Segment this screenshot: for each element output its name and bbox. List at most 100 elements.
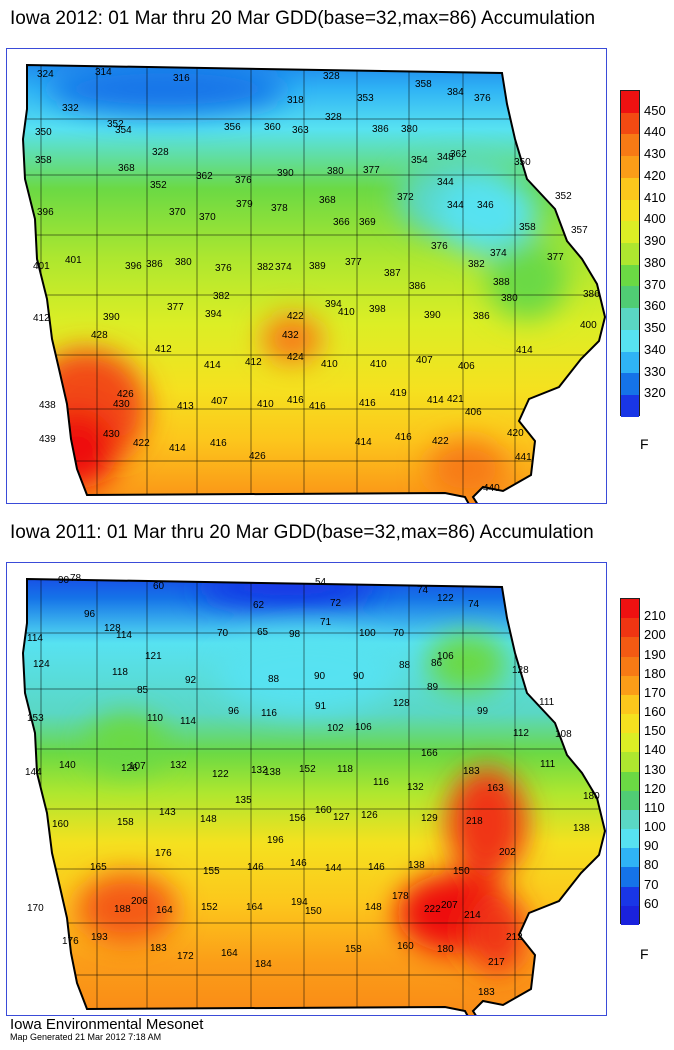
station-gdd-value: 114	[27, 633, 43, 644]
station-gdd-value: 438	[39, 400, 56, 411]
station-gdd-value: 138	[264, 767, 281, 778]
legend-tick-label: 130	[644, 761, 666, 777]
legend-color-band	[621, 221, 639, 244]
station-gdd-value: 356	[224, 122, 241, 133]
station-gdd-value: 372	[397, 192, 414, 203]
station-gdd-value: 358	[35, 155, 52, 166]
legend-color-band	[621, 286, 639, 309]
station-gdd-value: 118	[337, 764, 353, 775]
station-gdd-value: 377	[167, 302, 184, 313]
legend-tick-label: 120	[644, 780, 666, 796]
legend-tick-label: 450	[644, 102, 666, 118]
station-gdd-value: 390	[424, 310, 441, 321]
station-gdd-value: 164	[246, 902, 263, 913]
station-gdd-value: 156	[289, 813, 306, 824]
station-gdd-value: 160	[397, 941, 414, 952]
station-gdd-value: 78	[70, 573, 82, 584]
station-gdd-value: 344	[447, 200, 464, 211]
gdd-contour-region	[47, 65, 287, 114]
legend-tick-label: 420	[644, 167, 666, 183]
station-gdd-value: 353	[357, 93, 374, 104]
station-gdd-value: 416	[287, 395, 304, 406]
station-gdd-value: 386	[409, 281, 426, 292]
legend-color-band	[621, 264, 639, 287]
station-gdd-value: 406	[465, 407, 482, 418]
station-gdd-value: 358	[519, 222, 536, 233]
station-gdd-value: 118	[112, 667, 128, 678]
legend-tick-label: 110	[644, 799, 665, 815]
station-gdd-value: 126	[121, 763, 138, 774]
station-gdd-value: 363	[292, 125, 309, 136]
station-gdd-value: 332	[62, 103, 79, 114]
station-gdd-value: 419	[390, 388, 407, 399]
station-gdd-value: 358	[415, 79, 432, 90]
legend-tick-label: 360	[644, 298, 666, 314]
legend-tick-label: 430	[644, 146, 666, 162]
station-gdd-value: 193	[91, 932, 108, 943]
legend-color-band	[621, 156, 639, 178]
station-gdd-value: 65	[257, 627, 269, 638]
station-gdd-value: 430	[103, 429, 120, 440]
map-title-2012: Iowa 2012: 01 Mar thru 20 Mar GDD(base=3…	[10, 8, 596, 29]
legend-color-band	[621, 694, 639, 715]
legend-color-band	[621, 809, 639, 830]
station-gdd-value: 422	[133, 438, 150, 449]
station-gdd-value: 158	[117, 817, 134, 828]
legend-tick-label: 390	[644, 233, 666, 249]
station-gdd-value: 74	[417, 585, 429, 596]
gdd-contour-region	[217, 633, 397, 713]
station-gdd-value: 368	[118, 163, 135, 174]
station-gdd-value: 164	[221, 948, 238, 959]
station-gdd-value: 314	[95, 67, 112, 78]
station-gdd-value: 328	[152, 147, 169, 158]
station-gdd-value: 114	[116, 630, 132, 641]
station-gdd-value: 410	[257, 399, 274, 410]
station-gdd-value: 74	[468, 599, 480, 610]
legend-tick-label: 80	[644, 857, 659, 873]
station-gdd-value: 183	[478, 987, 495, 998]
station-gdd-value: 390	[103, 312, 120, 323]
station-gdd-value: 140	[59, 760, 76, 771]
station-gdd-value: 85	[137, 685, 149, 696]
station-gdd-value: 441	[515, 452, 532, 463]
station-gdd-value: 150	[305, 906, 322, 917]
station-gdd-value: 412	[33, 313, 50, 324]
station-gdd-value: 172	[177, 951, 194, 962]
gdd-contour-region	[467, 893, 527, 973]
station-gdd-value: 148	[365, 902, 382, 913]
station-gdd-value: 214	[464, 910, 481, 921]
station-gdd-value: 132	[251, 765, 268, 776]
station-gdd-value: 328	[323, 71, 340, 82]
station-gdd-value: 127	[333, 812, 350, 823]
legend-color-band	[621, 675, 639, 695]
station-gdd-value: 377	[547, 252, 564, 263]
station-gdd-value: 407	[211, 396, 228, 407]
legend-color-band	[621, 714, 639, 734]
station-gdd-value: 86	[431, 658, 443, 669]
station-gdd-value: 426	[249, 451, 266, 462]
legend-color-band	[621, 848, 639, 868]
station-gdd-value: 132	[170, 760, 187, 771]
legend-color-band	[621, 656, 639, 676]
station-gdd-value: 352	[107, 119, 124, 130]
station-gdd-value: 124	[33, 659, 50, 670]
station-gdd-value: 88	[399, 660, 411, 671]
station-gdd-value: 184	[255, 959, 272, 970]
station-gdd-value: 426	[117, 389, 134, 400]
station-gdd-value: 396	[37, 207, 54, 218]
station-gdd-value: 222	[424, 904, 441, 915]
station-gdd-value: 394	[205, 309, 222, 320]
station-gdd-value: 407	[416, 355, 433, 366]
station-gdd-value: 188	[114, 904, 131, 915]
station-gdd-value: 377	[345, 257, 362, 268]
station-gdd-value: 400	[580, 320, 597, 331]
station-gdd-value: 158	[345, 944, 362, 955]
station-gdd-value: 126	[361, 810, 378, 821]
station-gdd-value: 352	[150, 180, 167, 191]
station-gdd-value: 328	[325, 112, 342, 123]
station-gdd-value: 350	[35, 127, 52, 138]
station-gdd-value: 439	[39, 434, 56, 445]
station-gdd-value: 378	[271, 203, 288, 214]
station-gdd-value: 91	[315, 701, 327, 712]
